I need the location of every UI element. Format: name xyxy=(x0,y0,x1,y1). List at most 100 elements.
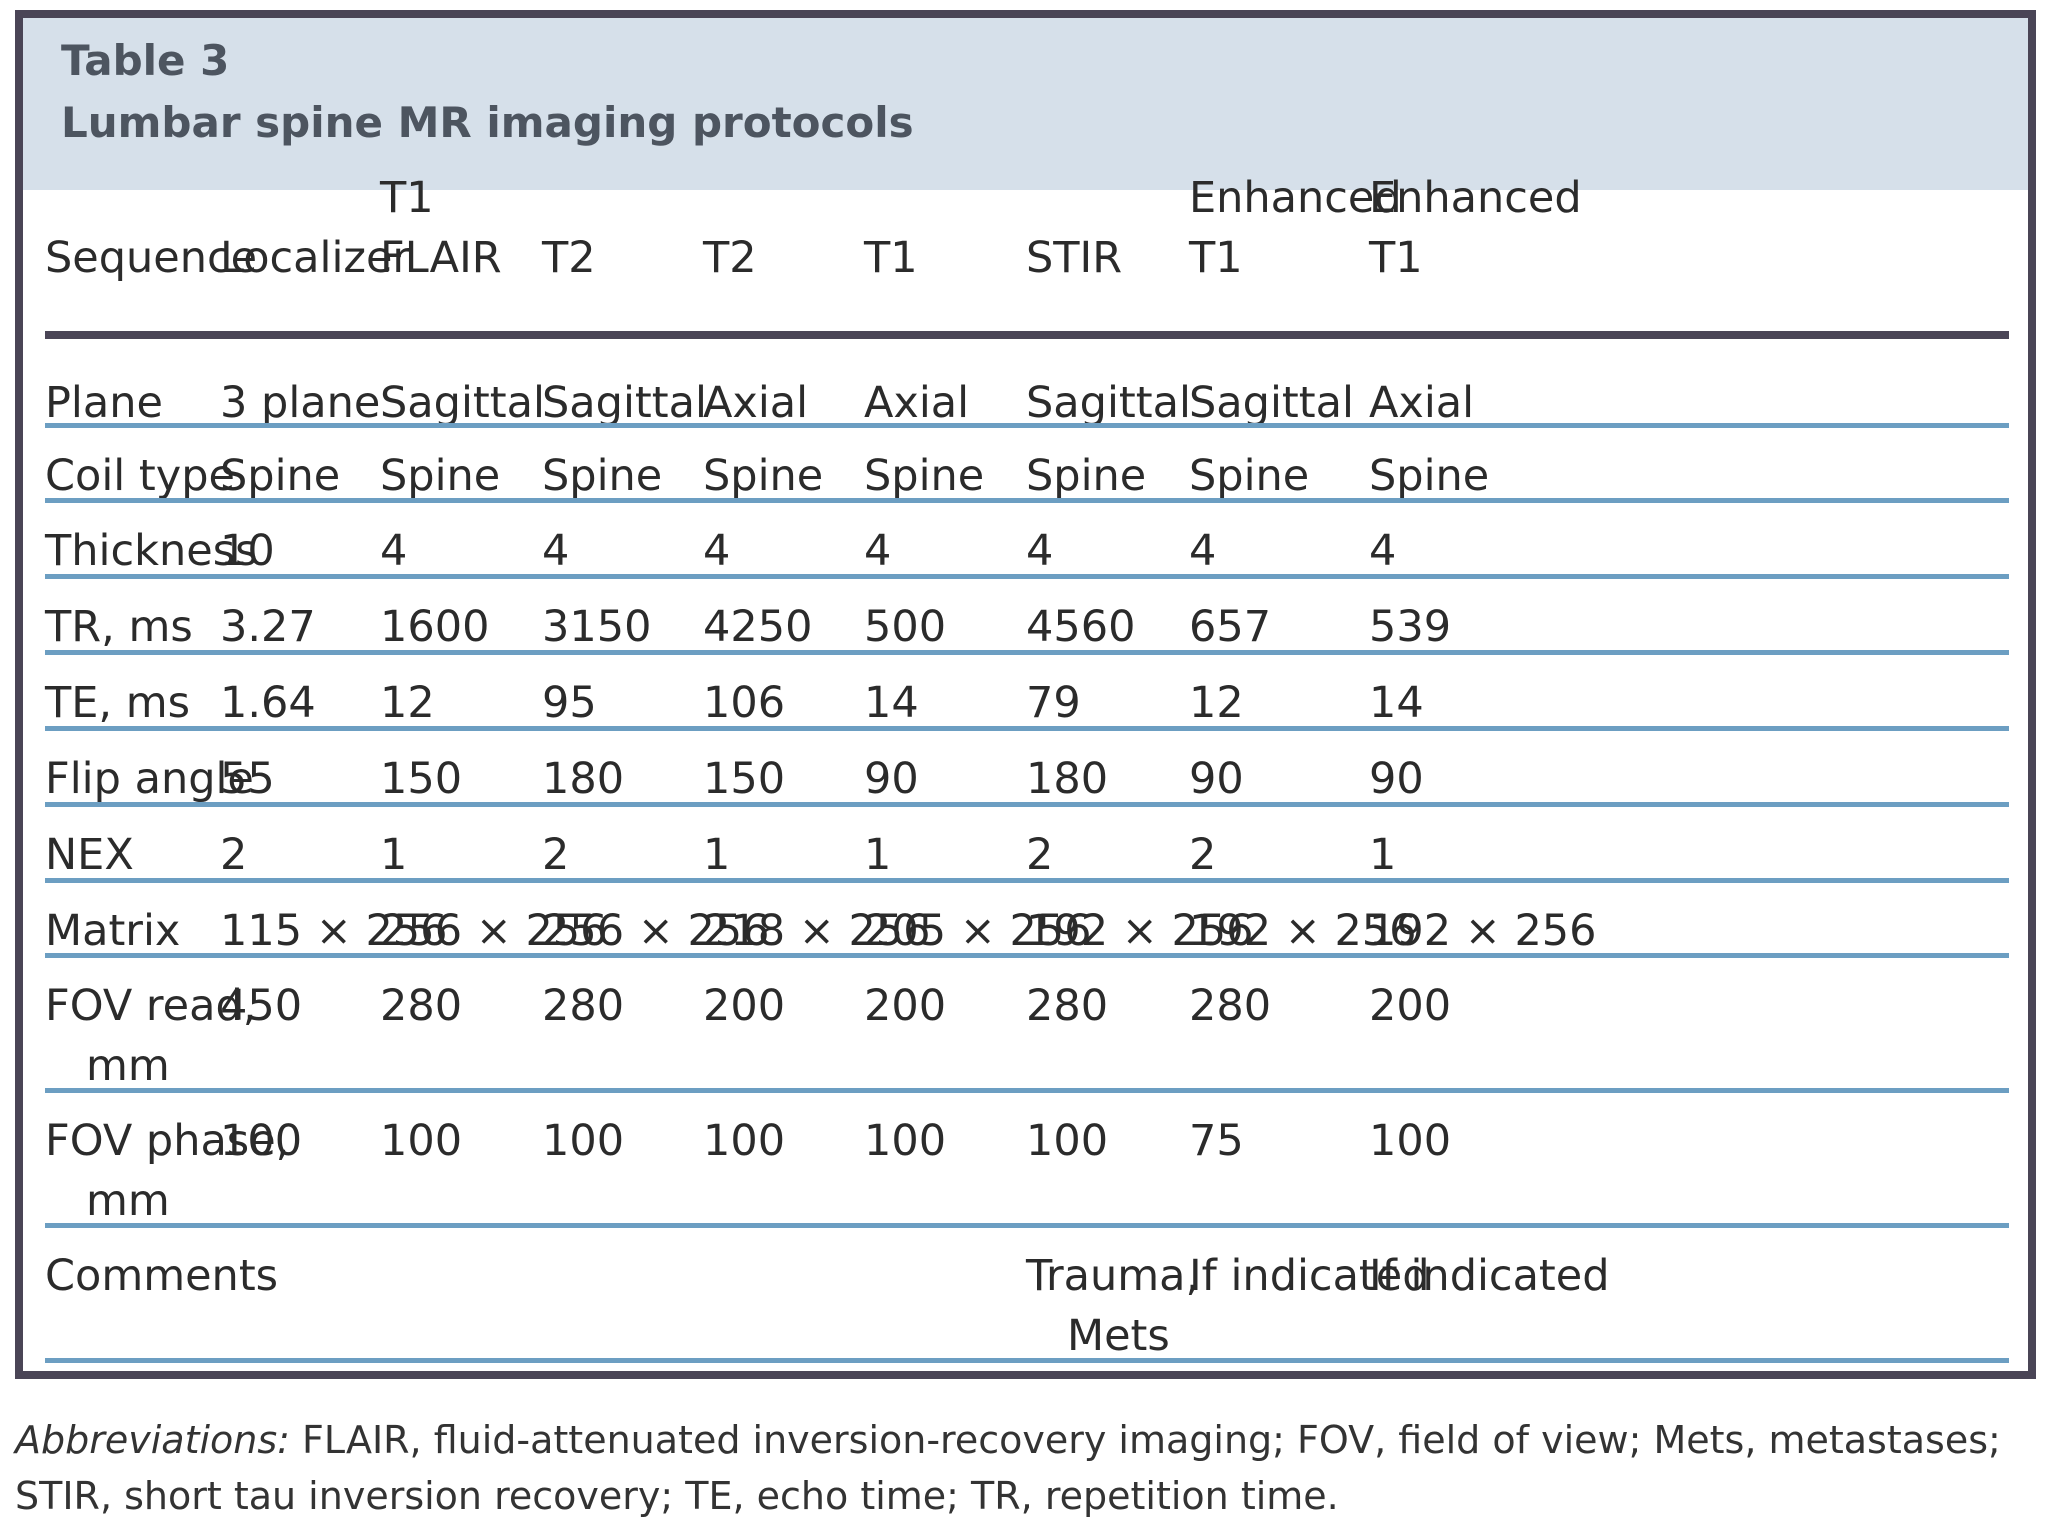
footnote-lead: Abbreviations: xyxy=(15,1418,290,1462)
row-rule xyxy=(45,1223,2009,1228)
table-cell: 4 xyxy=(1189,526,1217,576)
row-label: Flip angle xyxy=(45,754,254,804)
table-cell: If indicated xyxy=(1369,1251,1610,1301)
row-rule xyxy=(45,650,2009,655)
table-cell: Sagittal xyxy=(380,378,545,428)
table-cell: 100 xyxy=(542,1116,625,1166)
row-label: Matrix xyxy=(45,906,181,956)
table-cell: 4 xyxy=(1369,526,1397,576)
table-cell: 55 xyxy=(220,754,275,804)
table-cell: 100 xyxy=(1026,1116,1109,1166)
table-cell: 4 xyxy=(864,526,892,576)
table-cell: 90 xyxy=(1189,754,1244,804)
table-cell: 1.64 xyxy=(220,678,316,728)
table-cell: 100 xyxy=(380,1116,463,1166)
table-cell: Spine xyxy=(1369,451,1490,501)
row-label: NEX xyxy=(45,830,134,880)
table-cell: 1 xyxy=(703,830,731,880)
table-cell: 79 xyxy=(1026,678,1081,728)
table-cell: 539 xyxy=(1369,602,1452,652)
table-cell: Sagittal xyxy=(1189,378,1354,428)
row-rule xyxy=(45,726,2009,731)
footnote-text: FLAIR, fluid-attenuated inversion-recove… xyxy=(15,1418,2001,1518)
row-rule xyxy=(45,802,2009,807)
table-cell: 12 xyxy=(1189,678,1244,728)
column-header: STIR xyxy=(1026,233,1123,283)
table-cell: 106 xyxy=(703,678,786,728)
table-caption: Lumbar spine MR imaging protocols xyxy=(61,98,914,147)
table-cell: 280 xyxy=(1026,981,1109,1031)
table-cell: 75 xyxy=(1189,1116,1244,1166)
table-cell: Trauma, Mets xyxy=(1026,1251,1200,1361)
table-cell: Spine xyxy=(864,451,985,501)
row-rule xyxy=(45,1088,2009,1093)
table-cell: 90 xyxy=(1369,754,1424,804)
column-header: T1 FLAIR xyxy=(380,173,502,283)
column-header: T1 xyxy=(864,233,918,283)
table-cell: If indicated xyxy=(1189,1251,1430,1301)
table-cell: 192 × 256 xyxy=(1189,906,1417,956)
table-cell: Axial xyxy=(864,378,970,428)
table-label: Table 3 xyxy=(61,36,230,85)
table-cell: 450 xyxy=(220,981,303,1031)
table-cell: 4250 xyxy=(703,602,813,652)
table-cell: 200 xyxy=(1369,981,1452,1031)
row-label: Plane xyxy=(45,378,163,428)
row-rule xyxy=(45,878,2009,883)
table-cell: 4 xyxy=(380,526,408,576)
table-cell: 2 xyxy=(1189,830,1217,880)
table-cell: Spine xyxy=(1189,451,1310,501)
column-header: Enhanced T1 xyxy=(1189,173,1402,283)
row-rule xyxy=(45,574,2009,579)
table-cell: 115 × 256 xyxy=(220,906,448,956)
table-cell: 180 xyxy=(542,754,625,804)
table-cell: Spine xyxy=(380,451,501,501)
table-cell: Spine xyxy=(542,451,663,501)
table-cell: 4 xyxy=(1026,526,1054,576)
table-cell: 3150 xyxy=(542,602,652,652)
table-cell: 100 xyxy=(1369,1116,1452,1166)
table-cell: 150 xyxy=(380,754,463,804)
row-label: FOV phase, mm xyxy=(45,1116,290,1226)
table-frame: Table 3 Lumbar spine MR imaging protocol… xyxy=(15,10,2036,1379)
row-rule xyxy=(45,423,2009,428)
table-cell: Spine xyxy=(703,451,824,501)
table-cell: 10 xyxy=(220,526,275,576)
table-cell: 200 xyxy=(864,981,947,1031)
table-cell: 192 × 256 xyxy=(1369,906,1597,956)
row-label: Thickness xyxy=(45,526,258,576)
table-cell: 2 xyxy=(1026,830,1054,880)
table-cell: 4 xyxy=(542,526,570,576)
table-cell: 3.27 xyxy=(220,602,316,652)
table-cell: 500 xyxy=(864,602,947,652)
table-cell: 4560 xyxy=(1026,602,1136,652)
table-cell: Axial xyxy=(703,378,809,428)
table-cell: Axial xyxy=(1369,378,1475,428)
table-cell: 90 xyxy=(864,754,919,804)
row-label: TE, ms xyxy=(45,678,191,728)
table-cell: 205 × 256 xyxy=(864,906,1092,956)
table-cell: 280 xyxy=(1189,981,1272,1031)
table-cell: 95 xyxy=(542,678,597,728)
column-header: Localizer xyxy=(220,233,411,283)
table-cell: 4 xyxy=(703,526,731,576)
table-cell: 100 xyxy=(703,1116,786,1166)
table-cell: Sagittal xyxy=(1026,378,1191,428)
table-cell: 657 xyxy=(1189,602,1272,652)
table-cell: 14 xyxy=(864,678,919,728)
row-rule xyxy=(45,953,2009,958)
table-cell: 192 × 256 xyxy=(1026,906,1254,956)
table-cell: 3 plane xyxy=(220,378,381,428)
table-title-band: Table 3 Lumbar spine MR imaging protocol… xyxy=(23,18,2028,190)
abbreviations-footnote: Abbreviations: FLAIR, fluid-attenuated i… xyxy=(15,1412,2035,1524)
column-header: T2 xyxy=(703,233,757,283)
row-label: FOV read, mm xyxy=(45,981,257,1091)
row-label: TR, ms xyxy=(45,602,193,652)
table-cell: 256 × 256 xyxy=(380,906,608,956)
table-cell: 14 xyxy=(1369,678,1424,728)
table-cell: 12 xyxy=(380,678,435,728)
row-rule xyxy=(45,498,2009,503)
table-cell: 280 xyxy=(542,981,625,1031)
column-header: Enhanced T1 xyxy=(1369,173,1582,283)
row-label: Comments xyxy=(45,1251,279,1301)
